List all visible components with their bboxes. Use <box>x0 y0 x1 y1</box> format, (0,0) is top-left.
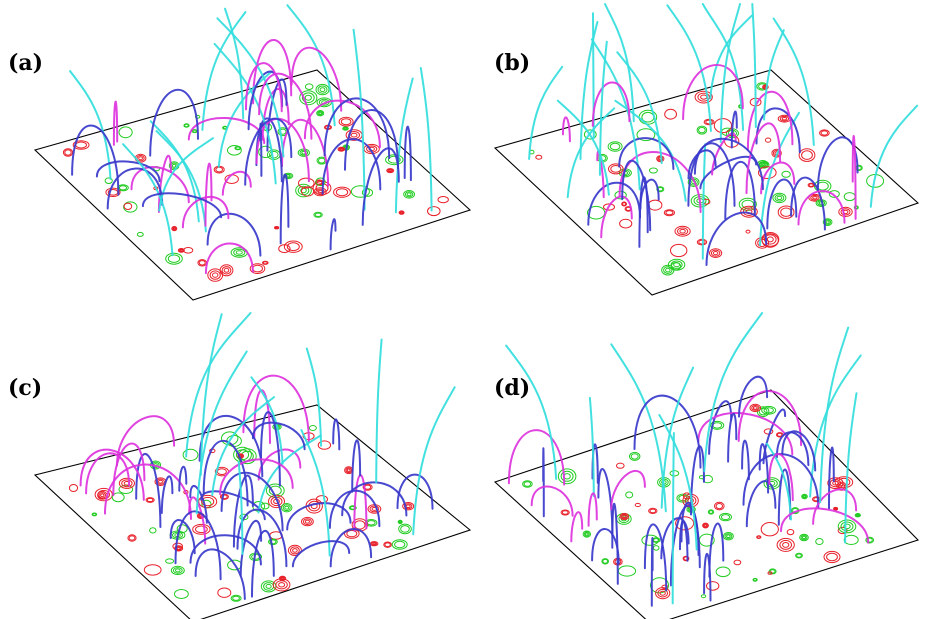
magnetogram-contours <box>528 82 885 276</box>
magnetogram-plot <box>33 312 472 619</box>
magnetogram-plot <box>493 3 920 296</box>
magnetogram-plot <box>493 312 920 619</box>
panel-c: (c) <box>0 309 472 619</box>
panel-label: (a) <box>8 50 44 76</box>
photosphere-frame <box>493 69 920 296</box>
panel-a: (a) <box>0 0 472 309</box>
photosphere-frame <box>33 69 472 301</box>
magnetogram-plot <box>33 4 472 301</box>
panel-label: (c) <box>8 375 43 401</box>
magnetogram-contours <box>62 83 449 282</box>
panel-label: (d) <box>494 375 531 401</box>
photosphere-frame <box>33 404 472 619</box>
photosphere-frame <box>493 389 920 619</box>
panel-d: (d) <box>464 309 928 619</box>
field-lines <box>505 312 870 607</box>
field-lines <box>79 312 456 600</box>
panel-label: (b) <box>494 50 531 76</box>
field-lines <box>69 4 433 275</box>
panel-b: (b) <box>464 0 928 309</box>
field-lines <box>528 3 919 266</box>
